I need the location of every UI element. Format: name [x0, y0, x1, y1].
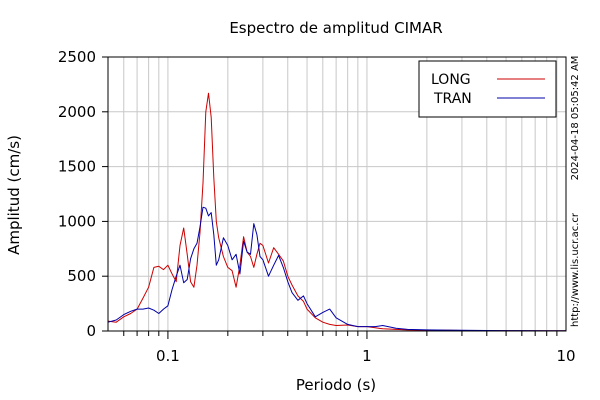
x-ticks [123, 331, 558, 339]
legend: LONG TRAN [418, 60, 557, 118]
y-tick-label: 2000 [58, 103, 96, 121]
y-tick-label: 0 [86, 322, 96, 340]
y-axis-label: Amplitud (cm/s) [5, 135, 23, 255]
x-tick-label: 10 [556, 347, 575, 365]
plot-frame [107, 56, 567, 332]
x-tick-label: 0.1 [156, 347, 180, 365]
timestamp-side-text: 2024-04-18 05:05:42 AM [570, 56, 581, 181]
x-tick-label: 1 [362, 347, 372, 365]
legend-box [418, 60, 557, 118]
x-grid [123, 57, 558, 331]
series-line-tran [107, 206, 567, 332]
y-tick-label: 500 [67, 267, 96, 285]
legend-label-tran: TRAN [433, 91, 472, 107]
y-tick-labels: 0 500 1000 1500 2000 2500 [58, 48, 96, 340]
legend-label-long: LONG [431, 72, 471, 88]
x-tick-labels: 0.1 1 10 [156, 347, 576, 365]
series-layer [107, 92, 567, 332]
y-tick-label: 2500 [58, 48, 96, 66]
y-tick-label: 1000 [58, 212, 96, 230]
y-tick-label: 1500 [58, 158, 96, 176]
chart-title: Espectro de amplitud CIMAR [229, 19, 442, 37]
website-side-text: http://www.lis.ucr.ac.cr [570, 212, 581, 327]
y-ticks [102, 56, 108, 332]
x-axis-label: Periodo (s) [296, 376, 376, 394]
